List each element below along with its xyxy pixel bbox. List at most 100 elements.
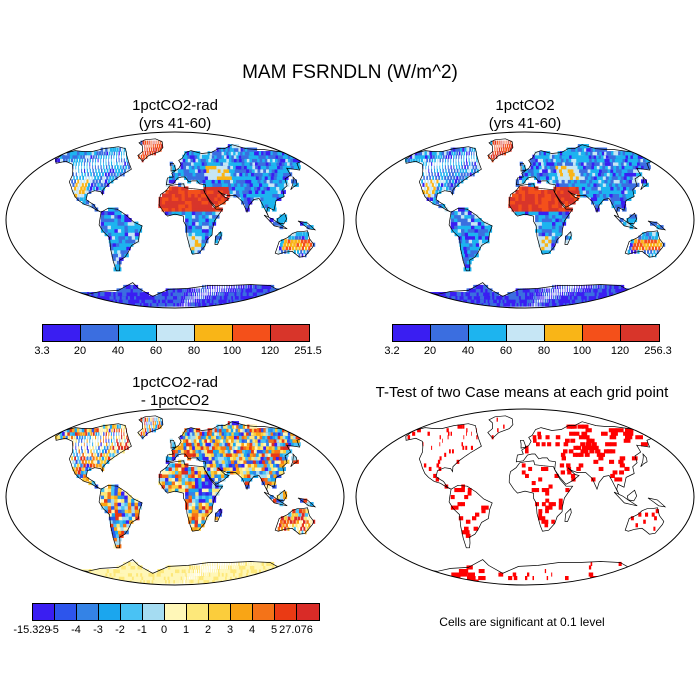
grid-cell [275,569,282,574]
grid-cell [515,299,519,304]
grid-cell [80,186,83,191]
grid-cell [144,428,147,433]
grid-cell [89,158,91,163]
grid-cell [131,512,136,517]
coastline-madagascar [564,230,572,245]
grid-cell [111,232,116,237]
grid-cell [164,207,169,212]
grid-cell [430,154,433,159]
grid-cell [212,459,217,464]
grid-cell [263,295,270,300]
grid-cell [219,165,224,170]
grid-cell [473,168,476,173]
grid-cell [204,473,209,478]
grid-cell [542,172,547,177]
grid-cell [540,158,545,163]
grid-cell [133,561,139,566]
grid-cell [95,154,98,159]
grid-cell [235,442,241,447]
grid-cell [249,193,255,198]
grid-cell [502,144,504,149]
grid-cell [121,505,126,510]
grid-cell [522,288,526,293]
grid-cell [178,484,183,489]
grid-cell [431,151,435,156]
grid-cell [120,168,123,173]
grid-cell [258,576,268,581]
grid-cell [443,302,458,307]
grid-cell [262,459,268,464]
grid-cell [427,179,430,184]
grid-cell [103,168,106,173]
grid-cell [71,179,73,184]
grid-cell [425,154,428,159]
grid-cell [560,165,566,170]
grid-cell [425,172,427,177]
grid-cell [605,299,614,304]
grid-cell [597,288,601,293]
grid-cell [464,214,469,219]
grid-cell [465,239,470,244]
grid-cell [81,158,84,163]
grid-cell [193,572,195,577]
grid-cell [119,161,121,166]
grid-cell [514,292,518,297]
grid-cell [569,295,573,300]
grid-cell [246,579,258,584]
grid-cell [528,200,533,205]
grid-cell [267,452,274,457]
grid-cell [106,151,109,156]
grid-cell [233,302,243,307]
grid-cell [81,449,83,454]
grid-cell [178,182,182,187]
grid-cell [236,193,242,198]
grid-cell [81,299,94,304]
grid-cell [213,165,219,170]
grid-cell [435,175,438,180]
grid-cell [104,214,108,219]
grid-cell [542,302,544,307]
grid-cell [100,161,102,166]
grid-cell [194,516,199,521]
grid-cell [216,175,222,180]
grid-cell [175,299,178,304]
grid-cell [189,302,191,307]
grid-cell [204,175,210,180]
grid-cell [231,463,237,468]
grid-cell [186,288,189,293]
grid-cell [195,151,201,156]
grid-cell [75,438,77,443]
grid-cell [623,292,630,297]
grid-cell [73,452,75,457]
grid-cell [210,288,211,293]
grid-cell [208,509,213,514]
grid-cell [73,158,76,163]
grid-cell [201,569,203,574]
grid-cell [175,488,179,493]
grid-cell [436,161,438,166]
grid-cell [441,151,445,156]
grid-cell [195,214,200,219]
grid-cell [308,246,311,251]
grid-cell [183,572,185,577]
grid-cell [623,175,630,180]
grid-cell [157,292,162,297]
grid-cell [457,218,462,223]
grid-cell [127,495,132,500]
grid-cell [117,225,122,230]
grid-cell [189,172,194,177]
grid-cell [535,295,537,300]
grid-cell [442,186,446,191]
grid-cell [230,172,236,177]
grid-cell [647,249,650,254]
grid-cell [590,168,596,173]
grid-cell [169,452,173,457]
grid-cell [452,147,456,152]
grid-cell [444,182,447,187]
grid-cell [104,179,108,184]
grid-cell [264,572,272,577]
grid-cell [468,151,470,156]
grid-cell [522,292,526,297]
grid-cell [541,221,546,226]
grid-cell [175,172,179,177]
